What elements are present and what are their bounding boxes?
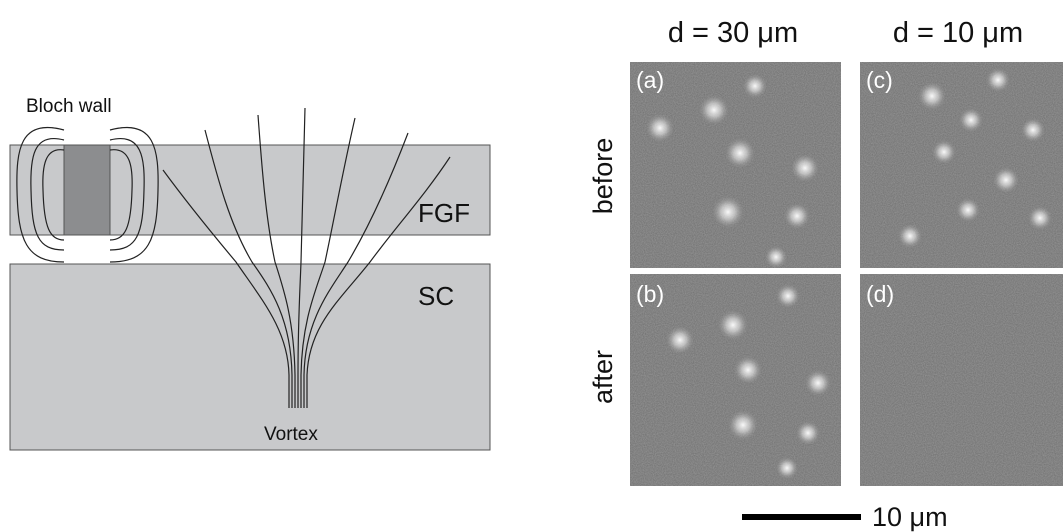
vortex-flux-lines: [162, 107, 451, 408]
bloch-wall: [63, 144, 111, 236]
vortex-label: Vortex: [264, 424, 318, 445]
vortex-spots: [898, 68, 1052, 248]
panel-label-b: (b): [636, 281, 664, 307]
vortex-spots: [666, 284, 831, 479]
sc-layer: [9, 263, 491, 451]
panel-label-a: (a): [636, 67, 664, 93]
row-label-before: before: [588, 138, 618, 215]
bloch-field-lines: [16, 127, 159, 263]
vortex-spots: [646, 74, 819, 268]
fgf-label: FGF: [418, 198, 470, 228]
micrographs: d = 30 μm d = 10 μm before after (a): [588, 17, 1063, 532]
panel-d: (d): [860, 274, 1063, 486]
scale-bar: [742, 514, 861, 520]
bloch-wall-label: Bloch wall: [26, 96, 112, 117]
sc-label: SC: [418, 281, 454, 311]
panel-b: (b): [630, 274, 841, 486]
panel-label-d: (d): [866, 281, 894, 307]
panel-a: (a): [630, 62, 841, 268]
panel-c: (c): [860, 62, 1063, 268]
column-title-10um: d = 10 μm: [893, 17, 1023, 49]
schematic: Bloch wall FGF SC Vortex: [9, 96, 491, 451]
panel-label-c: (c): [866, 67, 893, 93]
column-title-30um: d = 30 μm: [668, 17, 798, 49]
scale-bar-label: 10 μm: [872, 502, 948, 532]
row-label-after: after: [588, 350, 618, 404]
